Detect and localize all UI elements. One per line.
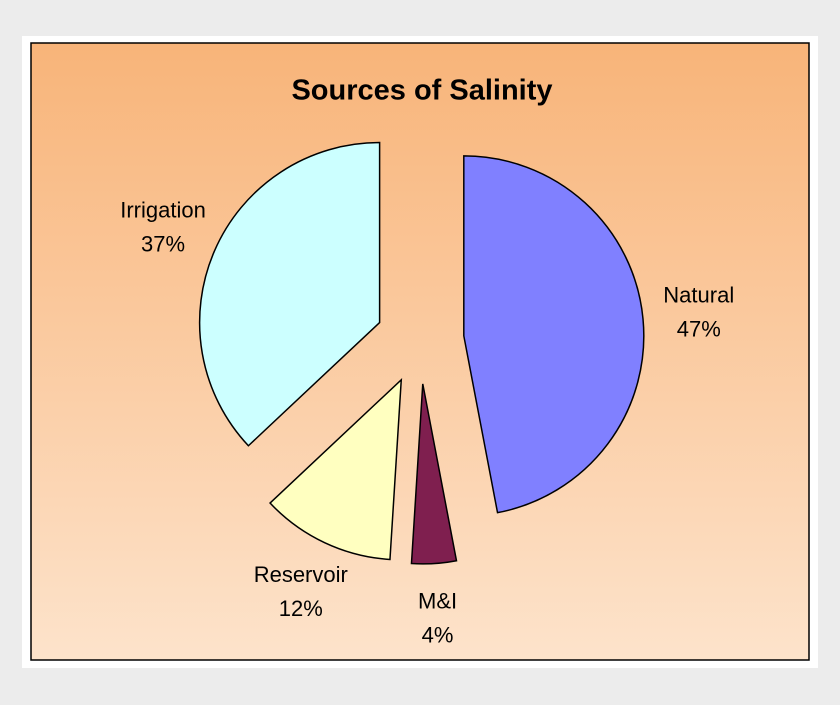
slice-label: Reservoir [254,562,348,587]
pie-slice [410,383,458,565]
slice-value-label: 12% [279,596,323,621]
pie-slice [198,141,381,447]
plot-area [30,42,810,661]
slice-label: Natural [663,282,734,307]
pie-slice [463,155,645,514]
pie-slice [268,377,403,561]
slice-value-label: 37% [141,232,185,257]
chart-title: Sources of Salinity [291,75,552,107]
slice-label: Irrigation [120,198,206,223]
slice-label: M&I [418,588,457,613]
slice-value-label: 47% [677,316,721,341]
slice-value-label: 4% [422,622,454,647]
